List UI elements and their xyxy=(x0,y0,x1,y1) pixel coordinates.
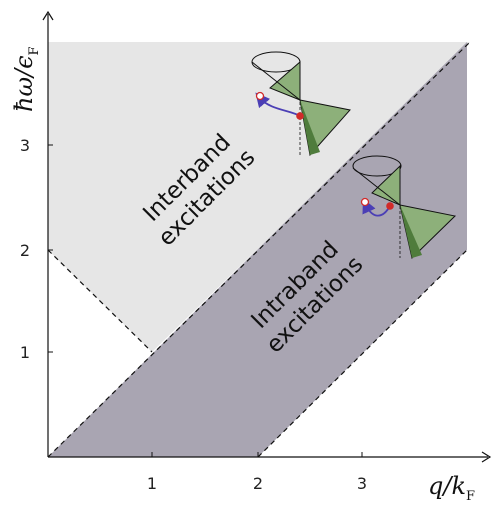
lower-hole xyxy=(360,197,370,207)
dirac-cone-intraband xyxy=(352,155,457,259)
lower-cone-top-fill xyxy=(371,164,401,206)
interband-region xyxy=(48,42,470,352)
upper-cone-top-side-left xyxy=(251,61,301,101)
x-tick-label-3: 3 xyxy=(357,474,367,493)
x-tick-label-1: 1 xyxy=(147,474,157,493)
lower-cone-bottom-shadow xyxy=(400,205,422,258)
y-axis-arrow xyxy=(42,10,54,21)
x-axis-label-sub: F xyxy=(466,489,475,504)
boundary-interband-lower xyxy=(47,249,153,353)
upper-cone-top-fill xyxy=(269,60,301,101)
lower-cone-top-side-left xyxy=(352,167,401,206)
y-axis-label-sub: F xyxy=(27,46,42,55)
y-axis-label-main: ħω/ϵ xyxy=(10,55,38,112)
y-tick-label-3: 3 xyxy=(20,136,30,155)
boundary-lower-diagonal xyxy=(257,249,468,458)
x-tick-label-2: 2 xyxy=(253,474,263,493)
x-axis-label: q/kF xyxy=(428,472,475,504)
y-axis-label: ħω/ϵF xyxy=(10,46,42,112)
y-tick-label-1: 1 xyxy=(20,343,30,362)
y-tick-label-2: 2 xyxy=(20,241,30,260)
upper-electron xyxy=(296,112,304,120)
upper-hole xyxy=(255,91,265,101)
lower-cone-top-rim xyxy=(352,155,402,177)
x-axis-label-main: q/k xyxy=(428,472,466,500)
x-axis-arrow xyxy=(481,451,492,463)
upper-cone-bottom-shadow xyxy=(300,100,320,155)
lower-electron xyxy=(386,202,394,210)
dirac-cone-interband xyxy=(251,51,351,157)
